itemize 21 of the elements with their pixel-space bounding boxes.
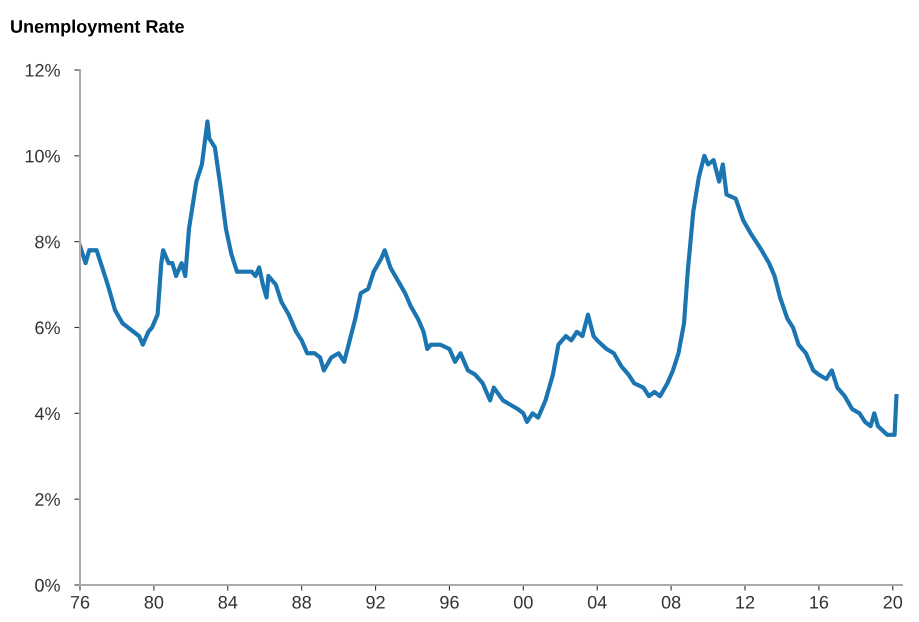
x-tick-label: 20: [884, 596, 902, 609]
x-tick-label: 00: [514, 596, 533, 609]
y-tick-label: 12%: [26, 64, 60, 77]
y-tick-label: 2%: [35, 493, 60, 506]
x-tick-label: 12: [736, 596, 754, 608]
x-tick-label: 08: [662, 596, 680, 609]
y-tick-label: 6%: [35, 321, 60, 334]
line-series: [80, 119, 899, 437]
y-tick-label: 10%: [26, 150, 60, 163]
x-tick-label: 04: [588, 596, 607, 609]
y-tick-label: 4%: [34, 407, 60, 420]
x-tick-label: 92: [366, 596, 385, 609]
x-tick-label: 80: [144, 596, 164, 609]
y-tick-label: 0%: [35, 578, 60, 592]
y-tick-label: 8%: [35, 236, 60, 248]
x-tick-label: 76: [70, 596, 90, 609]
x-tick-label: 16: [810, 596, 828, 609]
x-tick-label: 96: [440, 596, 459, 609]
x-tick-label: 88: [292, 596, 311, 609]
x-tick-label: 84: [218, 596, 238, 609]
chart-title: Unemployment Rate: [11, 20, 184, 36]
